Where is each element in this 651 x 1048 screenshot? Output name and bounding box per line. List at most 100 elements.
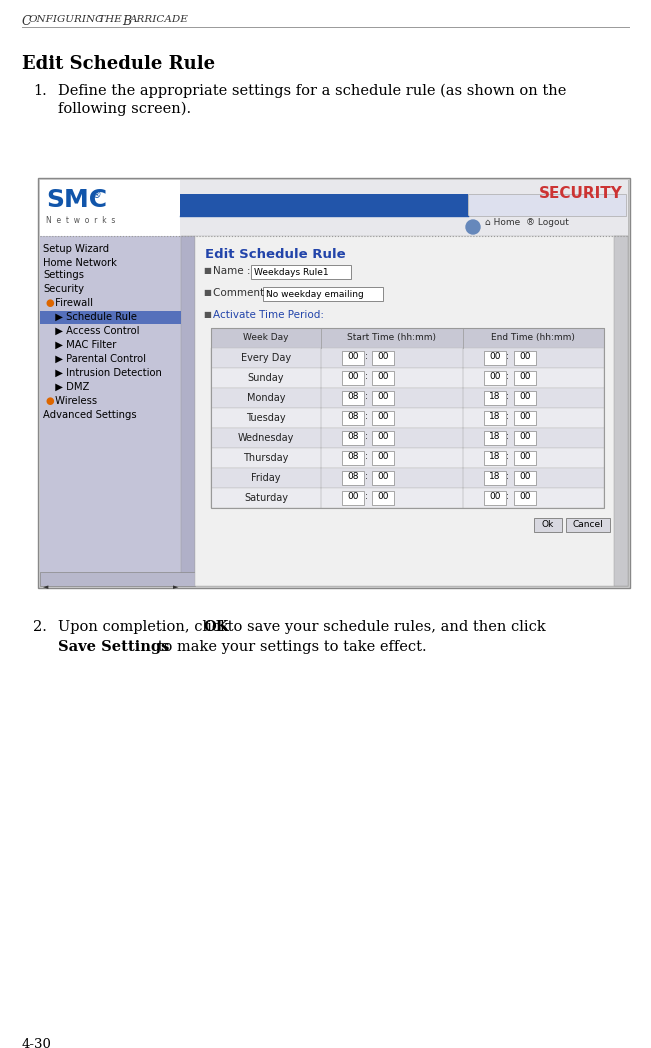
Text: Comment :: Comment :: [213, 288, 271, 298]
Text: 00: 00: [378, 492, 389, 501]
Text: 4-30: 4-30: [22, 1038, 52, 1048]
Bar: [484, 451, 506, 465]
Bar: [40, 180, 628, 236]
Bar: [263, 287, 383, 301]
Bar: [372, 391, 395, 405]
Text: 00: 00: [378, 372, 389, 381]
Text: Weekdays Rule1: Weekdays Rule1: [254, 268, 329, 277]
Text: Name :: Name :: [213, 266, 251, 276]
Bar: [372, 492, 395, 505]
Text: to save your schedule rules, and then click: to save your schedule rules, and then cl…: [223, 620, 546, 634]
Text: 00: 00: [378, 472, 389, 481]
Text: Thursday: Thursday: [243, 453, 288, 463]
Text: :: :: [365, 492, 368, 501]
Bar: [342, 371, 365, 385]
Text: 00: 00: [519, 372, 531, 381]
Bar: [468, 194, 626, 216]
Bar: [342, 431, 365, 445]
Text: Ok: Ok: [542, 520, 554, 529]
Text: Wireless: Wireless: [52, 396, 97, 406]
Text: Setup Wizard: Setup Wizard: [43, 244, 109, 254]
Text: 18: 18: [489, 472, 501, 481]
Text: Home Network: Home Network: [43, 258, 117, 268]
Text: :: :: [506, 412, 509, 421]
Bar: [484, 391, 506, 405]
Bar: [514, 471, 536, 485]
Text: :: :: [506, 352, 509, 361]
Bar: [342, 351, 365, 365]
Text: 00: 00: [519, 432, 531, 441]
Text: 18: 18: [489, 412, 501, 421]
Text: SMC: SMC: [46, 188, 107, 212]
Text: Week Day: Week Day: [243, 333, 289, 342]
Bar: [211, 328, 604, 348]
Bar: [484, 371, 506, 385]
Circle shape: [466, 220, 480, 234]
Text: ▶ Schedule Rule: ▶ Schedule Rule: [49, 312, 137, 322]
Text: 1.: 1.: [33, 84, 47, 99]
Text: Cancel: Cancel: [573, 520, 603, 529]
Text: 2.: 2.: [33, 620, 47, 634]
Bar: [514, 492, 536, 505]
Bar: [211, 447, 604, 468]
Text: Firewall: Firewall: [52, 298, 93, 308]
Text: 08: 08: [348, 432, 359, 441]
Bar: [342, 451, 365, 465]
Text: Monday: Monday: [247, 393, 285, 403]
Text: 00: 00: [378, 412, 389, 421]
Bar: [38, 178, 630, 588]
Bar: [195, 236, 628, 586]
Bar: [40, 180, 628, 586]
Text: THE: THE: [95, 15, 125, 24]
Bar: [372, 411, 395, 425]
Text: 00: 00: [348, 352, 359, 361]
Text: :: :: [365, 472, 368, 481]
Bar: [372, 451, 395, 465]
Text: 00: 00: [519, 452, 531, 461]
Bar: [211, 368, 604, 388]
Text: 00: 00: [489, 372, 501, 381]
Text: :: :: [365, 412, 368, 421]
Text: Edit Schedule Rule: Edit Schedule Rule: [205, 248, 346, 261]
Text: Friday: Friday: [251, 473, 281, 483]
Text: 08: 08: [348, 452, 359, 461]
Bar: [342, 471, 365, 485]
Text: :: :: [365, 392, 368, 401]
Text: :: :: [506, 432, 509, 441]
Bar: [342, 391, 365, 405]
Bar: [484, 431, 506, 445]
Text: :: :: [506, 372, 509, 381]
Text: ■: ■: [203, 310, 211, 319]
Text: No weekday emailing: No weekday emailing: [266, 290, 364, 299]
Text: Activate Time Period:: Activate Time Period:: [213, 310, 324, 320]
Text: following screen).: following screen).: [58, 102, 191, 116]
Text: 00: 00: [348, 492, 359, 501]
Text: Saturday: Saturday: [244, 493, 288, 503]
Text: 00: 00: [489, 492, 501, 501]
Text: 00: 00: [519, 392, 531, 401]
Text: Upon completion, click: Upon completion, click: [58, 620, 234, 634]
Bar: [211, 428, 604, 447]
Bar: [372, 351, 395, 365]
Bar: [342, 492, 365, 505]
Bar: [211, 488, 604, 508]
Bar: [514, 351, 536, 365]
Bar: [251, 265, 351, 279]
Text: 08: 08: [348, 412, 359, 421]
Text: End Time (hh:mm): End Time (hh:mm): [492, 333, 575, 342]
Text: 00: 00: [519, 352, 531, 361]
Text: 08: 08: [348, 472, 359, 481]
Text: C: C: [22, 15, 32, 28]
Bar: [484, 411, 506, 425]
Text: 00: 00: [378, 352, 389, 361]
Text: ▶ DMZ: ▶ DMZ: [49, 383, 89, 392]
Text: ■: ■: [203, 288, 211, 297]
Text: B: B: [122, 15, 131, 28]
Bar: [514, 371, 536, 385]
Text: ⌂ Home  ® Logout: ⌂ Home ® Logout: [485, 218, 569, 227]
Bar: [514, 391, 536, 405]
Bar: [211, 408, 604, 428]
Bar: [40, 311, 181, 324]
Text: Every Day: Every Day: [241, 353, 291, 363]
Text: ►: ►: [173, 584, 178, 590]
